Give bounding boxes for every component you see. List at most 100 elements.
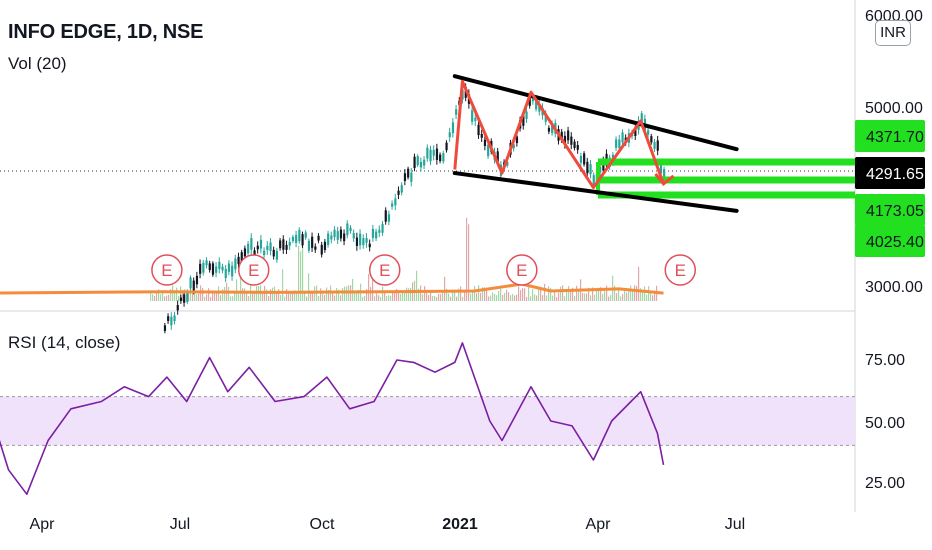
candle-body [192,280,195,292]
volume-bar [618,290,620,301]
x-axis-tick-label: Apr [586,516,612,533]
candle-body [381,224,384,233]
candle-body [439,154,442,162]
volume-bar [220,295,222,301]
volume-bar [340,295,342,301]
candle-body [583,153,586,165]
volume-bar [586,293,588,301]
volume-bar [498,291,500,301]
volume-bar [410,287,412,301]
volume-bar [202,288,204,301]
volume-bar [204,296,206,301]
volume-bar [370,286,372,301]
candle-body [282,239,285,250]
volume-bar [318,295,320,301]
candle-body [535,97,538,110]
volume-bars [150,217,658,301]
candle-body [615,139,618,148]
volume-bar [454,291,456,301]
volume-bar [394,291,396,301]
volume-bar [280,294,282,301]
volume-bar [152,294,154,301]
candle-body [320,244,323,255]
support-price-label: 4173.05 [855,194,925,226]
volume-bar [534,294,536,301]
earnings-marker-circle [151,254,183,286]
volume-bar [380,296,382,301]
volume-bar [432,295,434,301]
volume-bar [336,288,338,301]
volume-bar [648,286,650,301]
volume-bar [608,296,610,301]
volume-bar [344,286,346,301]
candle-body [355,237,359,246]
volume-bar [564,296,566,301]
candle-body [397,190,400,195]
currency-button[interactable]: INR [875,20,911,46]
candle-body [343,233,346,242]
candle-body [291,236,295,241]
volume-bar [568,285,570,301]
pattern-arrowhead [654,172,675,187]
candle-body [618,139,621,149]
volume-bar [250,278,252,301]
earnings-marker: E [237,254,270,286]
candle-body [506,162,509,166]
volume-bar [266,289,268,301]
candle-body [570,136,573,145]
candle-body [272,249,275,257]
volume-bar [406,287,408,301]
candle-body [394,198,397,206]
candle-body [259,239,263,249]
price-axis-tick-label: 3000.00 [865,279,923,296]
candle-body [211,263,215,275]
volume-bar [630,285,632,301]
volume-bar [502,295,504,301]
volume-bar [458,288,460,301]
chart-title: INFO EDGE, 1D, NSE [8,21,204,43]
volume-bar [366,288,368,301]
volume-bar [332,292,334,301]
volume-bar [628,289,630,301]
volume-bar [584,293,586,301]
candle-body [227,263,231,272]
candle-body [483,139,487,146]
candle-body [451,122,455,134]
volume-bar [640,288,642,301]
earnings-marker-label: E [675,261,686,280]
candle-body [416,156,419,166]
volume-bar [622,294,624,301]
candle-body [384,210,387,222]
volume-bar [544,283,546,301]
candle-body [576,144,579,150]
volume-bar [638,266,640,301]
candle-body [419,161,423,168]
volume-bar [312,291,314,301]
candle-body [208,263,211,271]
candle-body [339,229,343,239]
candle-body [560,131,563,141]
last-price-label: 4291.65 [855,157,925,189]
volume-bar [170,288,172,301]
volume-bar [300,251,302,301]
candle-body [279,240,282,249]
volume-bar [322,293,324,301]
candle-body [269,242,272,251]
candle-body [163,325,167,332]
volume-bar [182,289,184,301]
volume-bar [212,291,214,301]
volume-bar [488,296,490,301]
candle-body [448,132,451,138]
volume-bar [434,295,436,301]
volume-bar [254,290,256,301]
candle-body [407,168,410,178]
candle-body [323,241,327,250]
candle-body [599,166,602,173]
volume-bar [616,293,618,301]
volume-bar [362,296,364,301]
volume-bar [378,295,380,301]
volume-bar [462,296,464,301]
candle-body [234,258,237,270]
volume-bar [356,290,358,301]
volume-bar [542,295,544,301]
